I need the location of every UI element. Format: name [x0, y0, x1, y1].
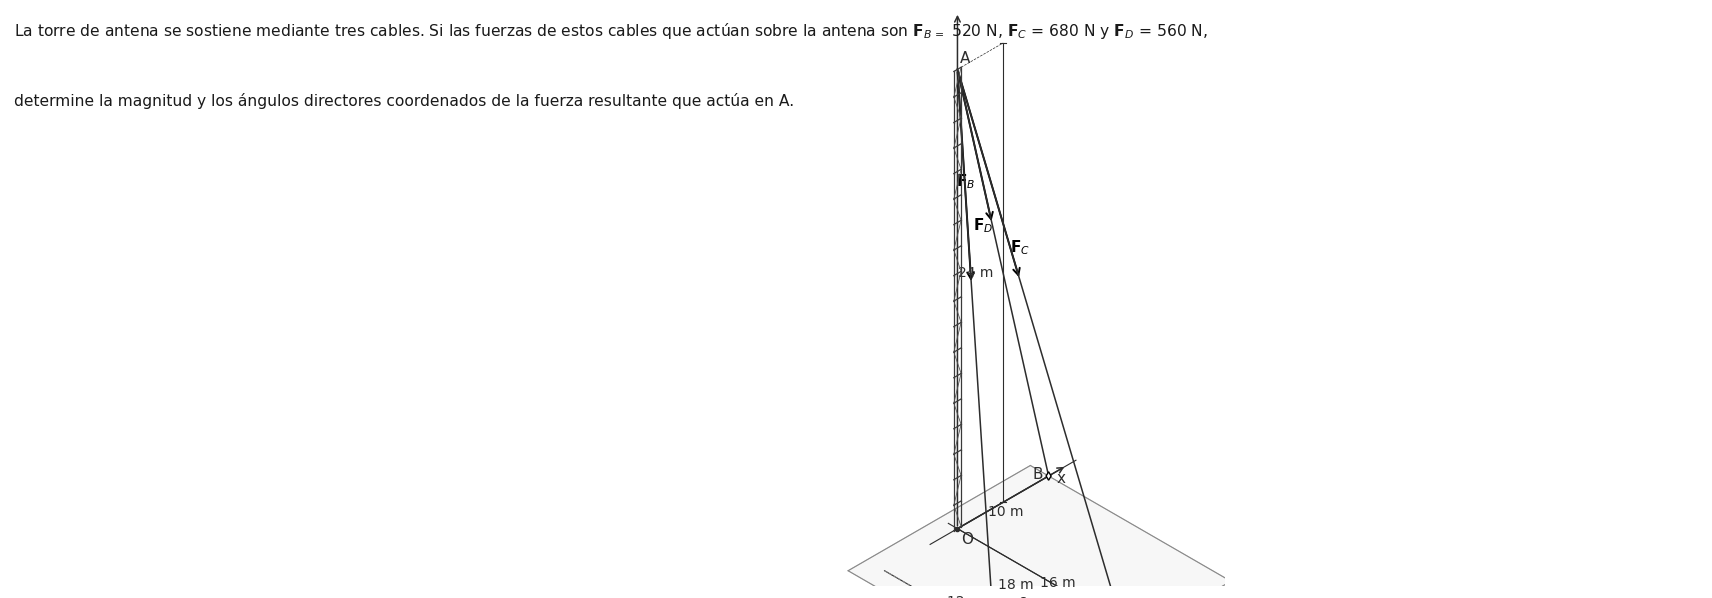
Text: $\mathbf{F}_B$: $\mathbf{F}_B$ [955, 172, 976, 191]
Polygon shape [1046, 472, 1051, 480]
Text: A: A [960, 51, 971, 66]
Text: 8 m: 8 m [1019, 596, 1046, 598]
Text: x: x [1056, 471, 1065, 486]
Text: 24 m: 24 m [959, 266, 993, 280]
Polygon shape [847, 465, 1231, 598]
Text: 16 m: 16 m [1039, 576, 1075, 590]
Text: O: O [960, 532, 974, 547]
Text: B: B [1032, 466, 1043, 481]
Text: 12 m: 12 m [947, 595, 983, 598]
Text: $\mathbf{F}_C$: $\mathbf{F}_C$ [1010, 239, 1029, 257]
Text: 18 m: 18 m [998, 578, 1034, 592]
Text: 10 m: 10 m [988, 505, 1024, 519]
Text: $\mathbf{F}_D$: $\mathbf{F}_D$ [974, 216, 993, 235]
Text: determine la magnitud y los ángulos directores coordenados de la fuerza resultan: determine la magnitud y los ángulos dire… [14, 93, 794, 109]
Text: La torre de antena se sostiene mediante tres cables. Si las fuerzas de estos cab: La torre de antena se sostiene mediante … [14, 21, 1207, 41]
